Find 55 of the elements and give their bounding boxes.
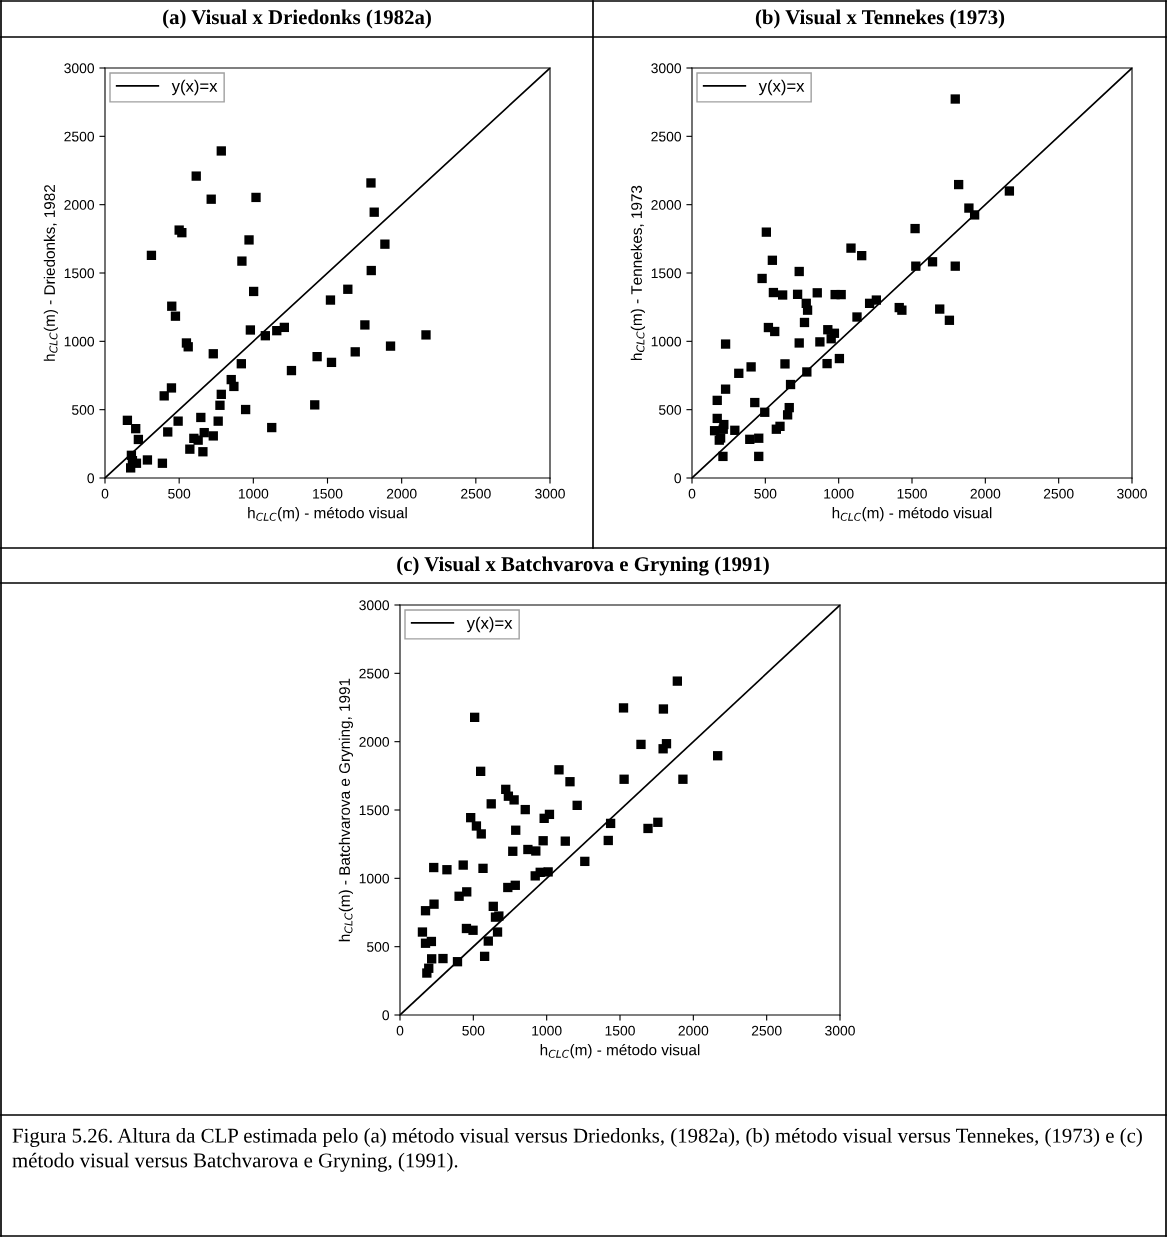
y-tick-label: 1500 [651, 268, 682, 279]
y-tick-label: 1000 [651, 336, 682, 347]
x-tick-label: 2000 [678, 1025, 709, 1036]
x-tick-label: 500 [462, 1025, 485, 1036]
x-tick-label: 2000 [970, 488, 1001, 499]
y-tick-label: 3000 [651, 63, 682, 74]
legend-label: y(x)=x [171, 79, 218, 96]
x-tick-label: 500 [754, 488, 777, 499]
x-tick-label: 0 [396, 1025, 404, 1036]
x-tick-label: 0 [688, 488, 696, 499]
y-tick-label: 500 [658, 405, 682, 415]
y-tick-label: 0 [87, 473, 95, 484]
y-tick-label: 1000 [64, 336, 95, 347]
x-tick-label: 2500 [751, 1025, 782, 1036]
x-tick-label: 1000 [532, 1025, 562, 1036]
x-tick-label: 3000 [825, 1025, 855, 1036]
y-axis-title: h$_{CLC}$(m) - Batchvarova e Gryning, 1991 [338, 678, 354, 942]
y-tick-label: 1500 [359, 805, 390, 816]
chart-title: (b) Visual x Tennekes (1973) [755, 9, 1005, 29]
y-tick-label: 2000 [651, 200, 682, 210]
y-tick-label: 0 [382, 1010, 390, 1021]
x-tick-label: 1500 [897, 488, 927, 499]
y-tick-label: 500 [71, 405, 95, 415]
y-tick-label: 1500 [64, 268, 95, 279]
x-axis-title: h$_{CLC}$(m) - método visual [832, 506, 992, 522]
x-tick-label: 3000 [535, 488, 565, 499]
text: Figura 5.26. Altura da CLP estimada pelo (a) método visual versus Driedonks, (1982a), (b) método visual versus Tennekes, (1973) e (c) método visual versus Batchvarova e Gryning, (1991). [12, 1128, 1142, 1172]
x-tick-label: 2000 [386, 488, 417, 499]
legend-label: y(x)=x [466, 616, 513, 633]
x-tick-label: 1500 [313, 488, 343, 499]
x-tick-label: 2500 [461, 488, 491, 499]
y-axis-title: h$_{CLC}$(m) - Driedonks, 1982 [43, 185, 59, 361]
y-tick-label: 2500 [64, 131, 95, 142]
x-tick-label: 1000 [238, 488, 269, 499]
y-tick-label: 3000 [64, 63, 95, 74]
chart-title: (a) Visual x Driedonks (1982a) [163, 9, 431, 29]
x-axis-title: h$_{CLC}$(m) - método visual [540, 1043, 700, 1059]
y-tick-label: 2500 [359, 668, 390, 679]
x-tick-label: 0 [101, 488, 109, 499]
x-tick-label: 2500 [1043, 488, 1074, 499]
x-tick-label: 1000 [824, 488, 854, 499]
y-tick-label: 2000 [64, 200, 95, 210]
y-tick-label: 0 [674, 473, 682, 484]
x-tick-label: 1500 [605, 1025, 635, 1036]
y-tick-label: 2000 [359, 737, 390, 747]
y-tick-label: 2500 [651, 131, 682, 142]
x-tick-label: 500 [168, 488, 191, 499]
y-tick-label: 3000 [359, 600, 390, 611]
chart-title: (c) Visual x Batchvarova e Gryning (1991) [397, 556, 769, 576]
y-tick-label: 500 [366, 942, 390, 952]
y-axis-title: h$_{CLC}$(m) - Tennekes, 1973 [630, 185, 646, 361]
legend-label: y(x)=x [758, 79, 805, 96]
x-axis-title: h$_{CLC}$(m) - método visual [248, 506, 407, 522]
x-tick-label: 3000 [1117, 488, 1147, 499]
y-tick-label: 1000 [359, 873, 390, 884]
